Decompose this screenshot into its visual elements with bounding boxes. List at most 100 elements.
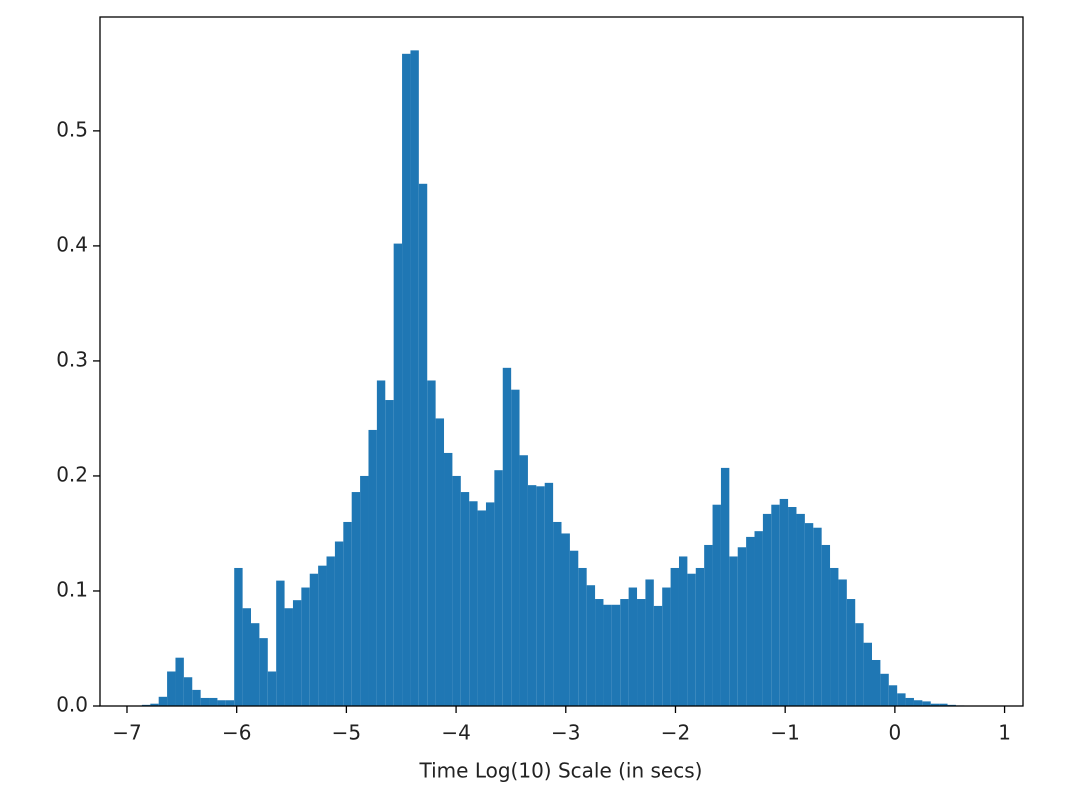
bar	[922, 701, 931, 706]
bar	[351, 492, 361, 706]
bar	[536, 486, 545, 706]
bar	[418, 183, 428, 706]
bar	[855, 623, 864, 706]
bar	[569, 550, 579, 706]
bar	[939, 703, 948, 706]
bar	[410, 50, 419, 707]
bar	[150, 703, 159, 706]
x-tick-label: 1	[998, 721, 1011, 745]
bar	[167, 671, 176, 706]
bar	[561, 533, 570, 706]
bar	[343, 521, 352, 706]
bar	[872, 659, 881, 706]
bar	[309, 573, 319, 706]
bar	[586, 585, 596, 706]
bar	[393, 243, 403, 706]
bar	[242, 608, 251, 706]
bar	[402, 53, 411, 707]
x-tick-label: −6	[222, 721, 251, 745]
bar	[158, 696, 168, 706]
bar	[662, 587, 671, 706]
bar	[284, 608, 293, 706]
bar	[553, 521, 562, 706]
bar	[578, 567, 587, 706]
bar	[821, 544, 831, 706]
bar	[762, 513, 772, 706]
bar	[368, 429, 377, 706]
x-tick-label: −2	[661, 721, 690, 745]
bar	[729, 556, 738, 706]
bar	[527, 485, 537, 706]
x-tick-label: −5	[332, 721, 361, 745]
bar	[292, 600, 302, 706]
bar	[200, 697, 210, 706]
bar	[502, 367, 512, 706]
bar	[704, 544, 713, 706]
bar	[192, 689, 201, 706]
bar	[267, 671, 277, 706]
bar	[376, 380, 386, 706]
plot-frame	[99, 16, 1024, 707]
bar	[720, 467, 730, 706]
bar	[225, 700, 235, 706]
bar	[519, 455, 528, 706]
bar	[452, 475, 461, 706]
bar	[678, 556, 688, 706]
bar	[670, 567, 679, 706]
bar	[460, 492, 470, 706]
bar	[435, 418, 445, 706]
bar	[687, 573, 696, 706]
bar	[494, 470, 503, 706]
x-tick-label: −3	[551, 721, 580, 745]
bar	[830, 567, 839, 706]
bar	[469, 501, 478, 706]
bar	[796, 513, 805, 706]
bar	[485, 502, 495, 706]
bar	[863, 642, 873, 706]
bar	[250, 623, 260, 706]
bar	[385, 400, 394, 706]
bar	[334, 541, 344, 706]
y-tick-label: 0.4	[56, 232, 88, 256]
bar	[209, 697, 218, 706]
bar	[595, 599, 604, 706]
bar	[913, 700, 923, 706]
y-tick-label: 0.1	[56, 577, 88, 601]
bar	[788, 507, 797, 706]
bar	[880, 673, 889, 706]
bar	[511, 389, 520, 706]
bar	[712, 504, 721, 706]
bar	[813, 527, 822, 706]
bar	[846, 599, 856, 706]
bar	[771, 504, 780, 706]
x-tick-label: −4	[441, 721, 470, 745]
bar	[754, 531, 763, 706]
bar	[897, 693, 906, 706]
bar	[905, 697, 914, 706]
bar	[183, 677, 193, 706]
bar	[620, 599, 629, 706]
bar	[645, 579, 654, 706]
bar	[259, 638, 268, 706]
bar	[737, 547, 747, 706]
bar	[444, 452, 453, 706]
bar	[603, 604, 612, 706]
bar	[276, 580, 285, 706]
bar	[804, 523, 814, 706]
bar	[318, 565, 327, 706]
bar	[360, 475, 369, 706]
bar	[930, 703, 940, 706]
bar	[611, 604, 621, 706]
bar	[838, 579, 847, 706]
bar	[217, 700, 226, 706]
bar	[175, 657, 184, 706]
bar	[653, 605, 663, 706]
x-axis-label: Time Log(10) Scale (in secs)	[419, 759, 703, 783]
bar	[234, 567, 243, 706]
bar	[477, 510, 486, 706]
bar	[746, 536, 755, 706]
x-tick-label: −1	[770, 721, 799, 745]
bar	[628, 587, 638, 706]
bar	[779, 498, 789, 706]
